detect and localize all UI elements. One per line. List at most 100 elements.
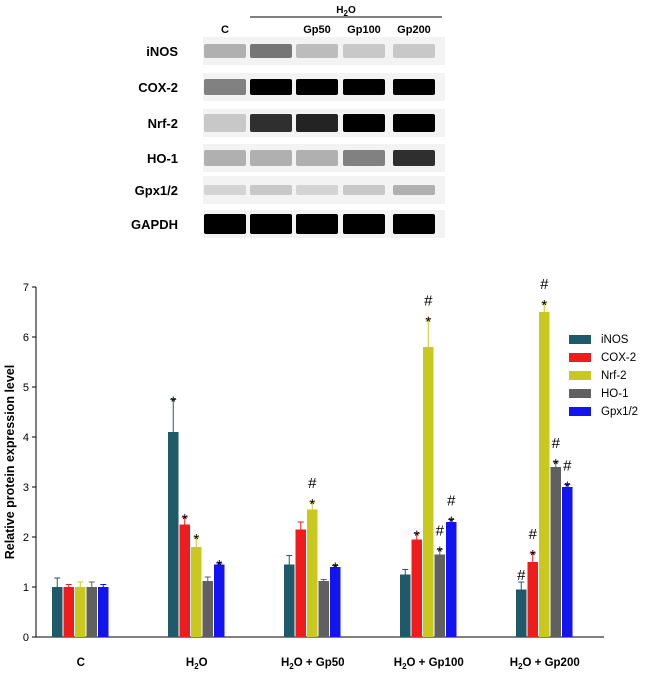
legend-label: COX-2 (601, 352, 636, 364)
legend-swatch (569, 389, 591, 398)
legend-swatch (569, 371, 591, 380)
blot-row-label: Nrf-2 (148, 116, 178, 131)
bar (434, 554, 445, 637)
blot-band (393, 150, 435, 166)
significance-star: * (332, 560, 338, 577)
bar (214, 564, 225, 637)
bar (527, 562, 538, 637)
legend-label: Nrf-2 (601, 370, 627, 382)
blot-band (204, 114, 246, 132)
blot-band (343, 150, 385, 166)
blot-lane-label: Gp200 (397, 24, 431, 36)
blot-lane-label: Gp100 (347, 24, 381, 36)
blot-band (296, 44, 338, 58)
x-category-label: H2O + Gp200 (510, 657, 580, 671)
significance-hash: # (308, 475, 317, 492)
bar (284, 564, 295, 637)
legend-label: HO-1 (601, 388, 628, 400)
significance-hash: # (436, 523, 445, 540)
blot-band (204, 44, 246, 58)
blot-row-label: COX-2 (138, 80, 178, 95)
blot-band (250, 185, 292, 195)
significance-star: * (448, 514, 454, 531)
bar (446, 522, 457, 637)
significance-star: * (170, 394, 176, 411)
blot-row: GAPDH (131, 210, 445, 238)
x-category-label: H2O + Gp50 (281, 657, 345, 671)
significance-hash: # (424, 293, 433, 310)
bar (539, 312, 550, 637)
significance-star: * (182, 511, 188, 528)
significance-star: * (414, 528, 420, 545)
blot-row: COX-2 (138, 73, 445, 101)
significance-star: * (564, 479, 570, 496)
blot-band (250, 79, 292, 95)
bar (330, 567, 341, 637)
blot-band (250, 44, 292, 58)
blot-lane-label: C (221, 24, 229, 36)
significance-hash: # (552, 435, 561, 452)
blot-row: iNOS (146, 37, 445, 65)
blot-row-label: GAPDH (131, 217, 178, 232)
bar (318, 581, 329, 637)
x-category-label: H2O (186, 657, 208, 671)
bar (423, 347, 434, 637)
blot-band (393, 44, 435, 58)
significance-hash: # (540, 276, 549, 293)
blot-band (204, 214, 246, 234)
blot-treatment-label: H2O (336, 5, 356, 18)
chart-legend: iNOS COX-2 Nrf-2 HO-1 Gpx1/2 (569, 334, 638, 418)
significance-hash: # (529, 526, 538, 543)
bar (550, 467, 561, 637)
blot-band (204, 150, 246, 166)
blot-band (343, 214, 385, 234)
significance-star: * (216, 557, 222, 574)
blot-row: HO-1 (147, 144, 445, 172)
blot-lane-label: Gp50 (303, 24, 331, 36)
blot-band (393, 185, 435, 195)
legend-label: Gpx1/2 (601, 406, 638, 418)
legend-label: iNOS (601, 334, 629, 346)
y-axis-label: Relative protein expression level (3, 365, 17, 560)
y-tick-label: 2 (23, 532, 29, 544)
blot-rows: iNOS COX-2 Nrf-2 HO-1 Gpx1/2 GAPDH (131, 37, 445, 238)
blot-band (296, 79, 338, 95)
blot-band (393, 114, 435, 132)
x-category-label: H2O + Gp100 (394, 657, 464, 671)
blot-row: Nrf-2 (148, 109, 445, 137)
blot-row-label: iNOS (146, 44, 178, 59)
chart-bars: *****#***#*#*##*#*#*#*# (52, 276, 573, 637)
legend-swatch (569, 353, 591, 362)
bar (168, 432, 179, 637)
y-tick-label: 3 (23, 482, 29, 494)
significance-star: * (309, 496, 315, 513)
bar (98, 587, 109, 637)
bar (295, 529, 306, 637)
bar (202, 581, 213, 637)
blot-band (343, 44, 385, 58)
bar (63, 587, 74, 637)
bar (75, 587, 86, 637)
bar (52, 587, 63, 637)
blot-band (296, 214, 338, 234)
blot-band (343, 114, 385, 132)
blot-band (204, 79, 246, 95)
significance-star: * (437, 544, 443, 561)
blot-band (250, 150, 292, 166)
blot-band (250, 114, 292, 132)
blot-band (393, 214, 435, 234)
blot-row-label: Gpx1/2 (135, 183, 178, 198)
blot-band (296, 150, 338, 166)
y-tick-label: 5 (23, 382, 29, 394)
chart-axes: 0 1 2 3 4 5 6 7 Relative protein expression leve… (3, 282, 604, 671)
bar (86, 587, 97, 637)
bar (516, 589, 527, 637)
significance-star: * (553, 456, 559, 473)
y-tick-label: 0 (23, 632, 29, 644)
significance-hash: # (517, 567, 526, 584)
x-category-label: C (77, 657, 85, 669)
blot-band (250, 214, 292, 234)
significance-star: * (530, 547, 536, 564)
blot-band (204, 185, 246, 195)
